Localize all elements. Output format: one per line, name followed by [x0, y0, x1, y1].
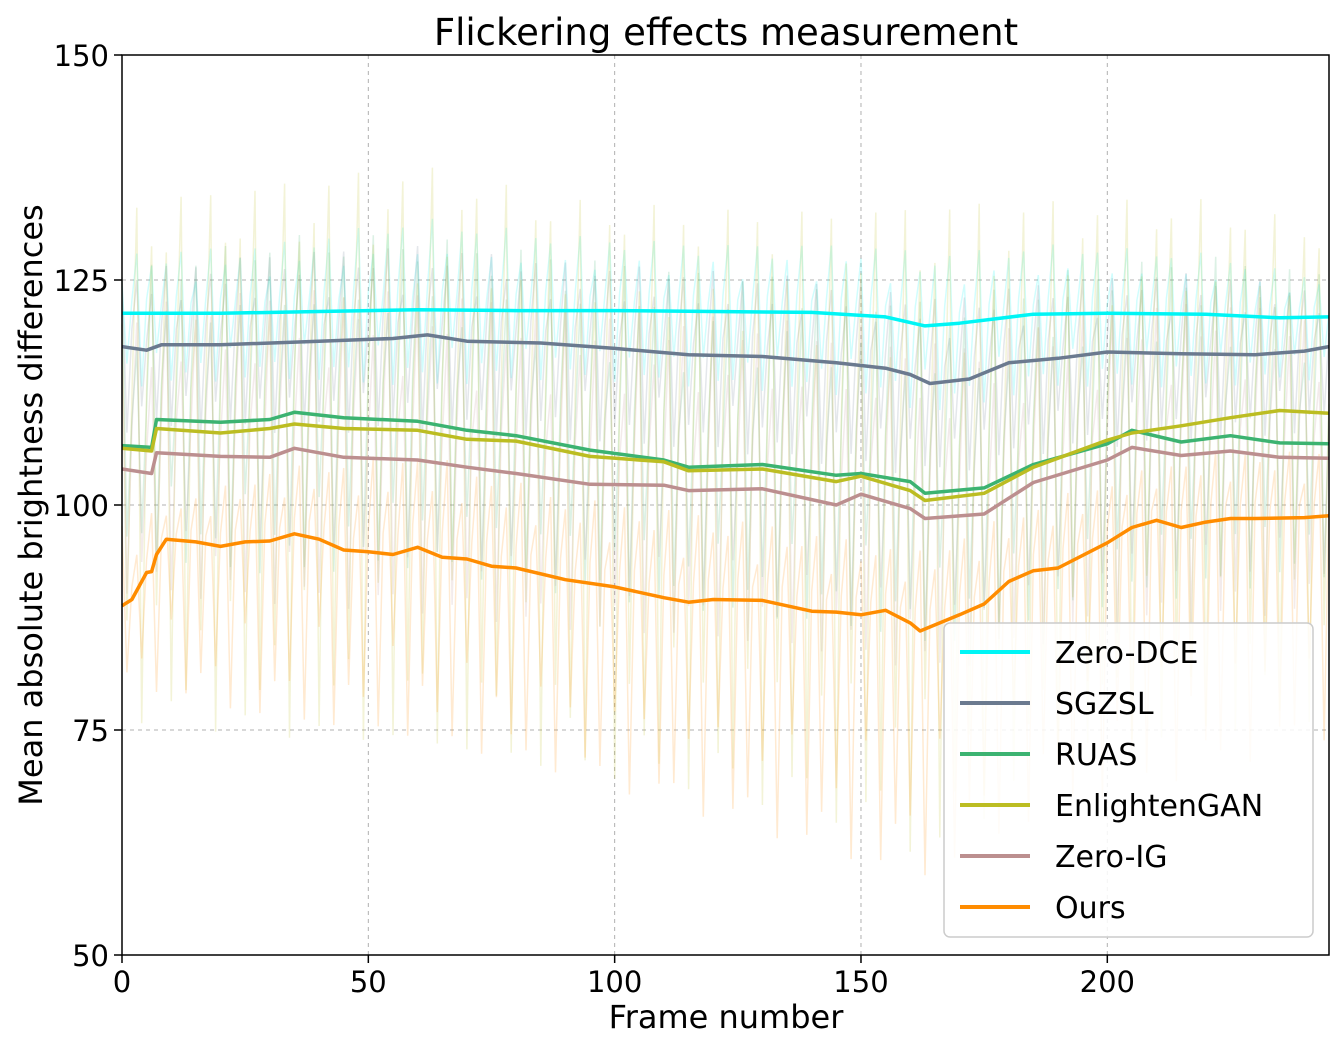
raw-signal-enlightengan — [121, 167, 1330, 852]
y-tick-label: 125 — [54, 264, 109, 298]
x-tick-label: 0 — [113, 965, 131, 999]
series-line-ours — [121, 514, 1330, 633]
y-tick-label: 50 — [72, 939, 109, 973]
x-tick-label: 150 — [833, 965, 888, 999]
x-tick-label: 50 — [350, 965, 387, 999]
smoothed-lines — [121, 307, 1330, 633]
y-tick-label: 150 — [54, 39, 109, 73]
y-tick-label: 75 — [72, 714, 109, 748]
chart-title: Flickering effects measurement — [434, 11, 1018, 54]
x-axis-label: Frame number — [609, 998, 845, 1036]
raw-signal-zero-ig — [121, 290, 1330, 666]
raw-signal-ours — [121, 451, 1330, 876]
raw-signal-zero-dce — [121, 218, 1330, 411]
legend-label: EnlightenGAN — [1055, 789, 1263, 824]
series-line-zero-ig — [121, 445, 1330, 521]
legend-label: SGZSL — [1055, 687, 1154, 722]
raw-signal-ruas — [121, 234, 1330, 642]
series-line-sgzsl — [121, 333, 1330, 386]
legend-label: Zero-IG — [1055, 840, 1168, 875]
series-line-enlightengan — [121, 408, 1330, 503]
legend-label: Zero-DCE — [1055, 636, 1198, 671]
legend-label: RUAS — [1055, 738, 1137, 773]
series-line-zero-dce — [122, 307, 1330, 328]
x-tick-label: 200 — [1080, 965, 1135, 999]
x-tick-label: 100 — [587, 965, 642, 999]
legend: Zero-DCE SGZSL RUAS EnlightenGAN Zero-IG Ours — [943, 622, 1314, 938]
y-tick-label: 100 — [54, 489, 109, 523]
legend-label: Ours — [1055, 891, 1126, 926]
y-axis-label: Mean absolute brightness differences — [12, 204, 50, 805]
legend-box — [943, 622, 1314, 938]
